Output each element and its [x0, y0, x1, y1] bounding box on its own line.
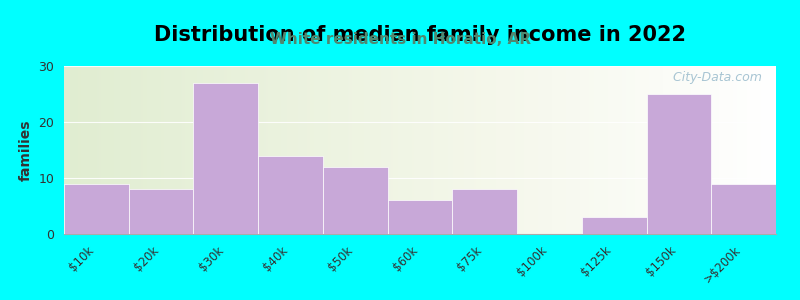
Bar	[452, 189, 517, 234]
Text: White residents in Horatio, AR: White residents in Horatio, AR	[270, 32, 530, 46]
Title: Distribution of median family income in 2022: Distribution of median family income in …	[154, 25, 686, 45]
Text: City-Data.com: City-Data.com	[661, 71, 762, 84]
Bar	[64, 184, 129, 234]
Bar	[129, 189, 194, 234]
Bar	[711, 184, 776, 234]
Bar	[323, 167, 388, 234]
Bar	[388, 200, 452, 234]
Bar	[582, 217, 646, 234]
Bar	[194, 83, 258, 234]
Bar	[258, 156, 323, 234]
Bar	[646, 94, 711, 234]
Y-axis label: families: families	[19, 119, 33, 181]
